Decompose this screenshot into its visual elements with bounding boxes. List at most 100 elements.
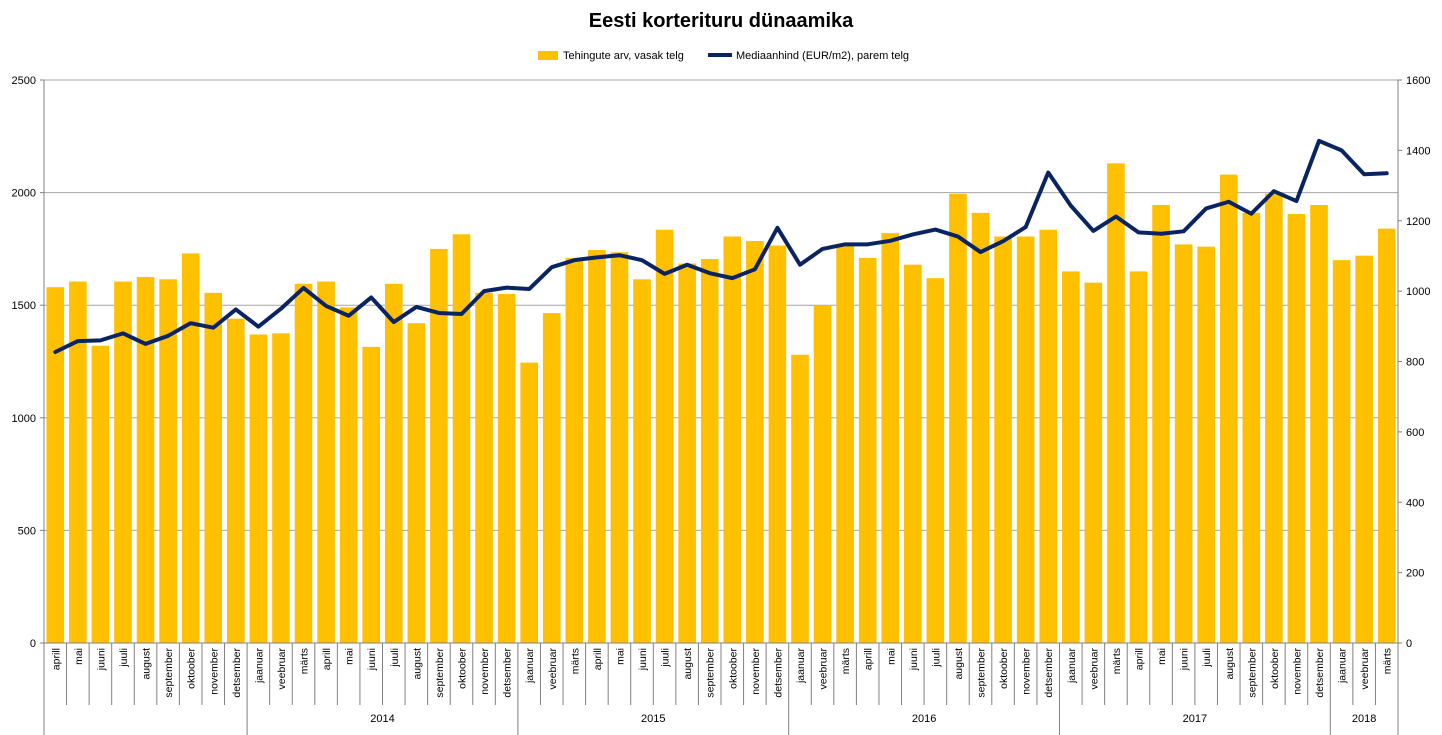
x-category-label: detsember	[772, 647, 784, 697]
x-category-label: mai	[614, 648, 626, 665]
x-category-label: november	[479, 648, 491, 695]
bar	[339, 307, 358, 643]
bar	[227, 318, 245, 643]
y-right-tick-label: 0	[1406, 638, 1412, 650]
year-label: 2018	[1352, 713, 1376, 725]
bar	[497, 293, 516, 643]
legend-bar-swatch	[538, 51, 558, 60]
bar	[384, 283, 403, 643]
bar	[1219, 174, 1238, 644]
bar	[904, 264, 922, 643]
x-category-label: aprill	[863, 648, 875, 670]
x-category-label: märts	[1111, 648, 1123, 674]
x-category-label: juuli	[389, 648, 401, 668]
legend: Tehingute arv, vasak telg Mediaanhind (E…	[538, 50, 909, 62]
x-category-label: detsember	[231, 647, 243, 697]
x-category-label: august	[1224, 648, 1236, 680]
x-category-label: veebruar	[547, 648, 559, 690]
x-category-label: oktoober	[456, 648, 468, 689]
bar	[181, 253, 200, 644]
x-category-label: oktoober	[727, 648, 739, 689]
x-category-label: oktoober	[998, 648, 1010, 689]
y-left-tick-label: 2000	[12, 188, 36, 200]
x-category-label: november	[208, 648, 220, 695]
x-category-label: aprill	[592, 648, 604, 670]
bar	[1061, 271, 1080, 643]
bar-series	[46, 163, 1396, 644]
x-category-label: jaanuar	[1337, 648, 1349, 685]
x-category-label: juuli	[660, 648, 672, 668]
bar	[678, 263, 696, 643]
x-category-label: märts	[299, 648, 311, 674]
x-category-label: november	[1021, 648, 1033, 695]
bar	[249, 334, 268, 643]
bar	[971, 212, 990, 644]
bar	[655, 229, 674, 643]
bar	[1084, 282, 1103, 643]
x-category-label: veebruar	[276, 648, 288, 690]
y-right-tick-label: 200	[1406, 568, 1424, 580]
bar	[836, 245, 854, 643]
bar	[1310, 204, 1328, 643]
x-category-label: juuni	[908, 648, 920, 671]
x-category-label: veebruar	[1088, 648, 1100, 690]
bar	[1197, 246, 1215, 643]
y-right-tick-label: 400	[1406, 497, 1424, 509]
x-category-label: juuli	[930, 648, 942, 668]
bar	[430, 248, 448, 643]
bar	[791, 354, 809, 643]
x-category-label: mai	[344, 648, 356, 665]
x-category-label: september	[976, 647, 988, 697]
x-year-groups: 2014 2015 2016 2017 2018	[43, 705, 1399, 735]
bar	[1039, 229, 1058, 643]
bar	[949, 193, 967, 643]
x-category-label: september	[163, 647, 175, 697]
x-category-label: august	[141, 648, 153, 680]
axes	[40, 79, 1402, 705]
y-left-tick-label: 1000	[12, 413, 36, 425]
y-right-tick-labels: 0 200 400 600 800 1000 1200 1400 1600	[1406, 75, 1430, 650]
bar	[1265, 193, 1283, 643]
bar	[633, 279, 651, 643]
x-category-label: jaanuar	[524, 648, 536, 685]
bar	[452, 234, 471, 643]
x-category-label: jaanuar	[253, 648, 265, 685]
y-right-tick-label: 600	[1406, 427, 1424, 439]
bar	[1107, 163, 1125, 643]
x-category-label: märts	[840, 648, 852, 674]
bar	[520, 362, 538, 643]
bar	[136, 277, 155, 643]
x-category-labels: aprill mai juuni juuli august september oktoob…	[50, 647, 1393, 697]
bar	[114, 281, 132, 643]
x-category-label: detsember	[1314, 647, 1326, 697]
y-left-tick-label: 0	[30, 638, 36, 650]
bar	[475, 292, 493, 643]
bar	[1129, 271, 1148, 643]
bar	[565, 257, 584, 643]
x-category-label: aprill	[50, 648, 62, 670]
x-category-label: märts	[569, 648, 581, 674]
bar	[1174, 244, 1193, 643]
x-category-label: oktoober	[1269, 648, 1281, 689]
bar	[542, 313, 561, 643]
bar	[1152, 204, 1170, 643]
bar	[1287, 213, 1306, 643]
price-line	[53, 138, 1389, 354]
year-label: 2016	[912, 713, 936, 725]
bar	[294, 283, 313, 643]
x-category-label: september	[705, 647, 717, 697]
bar	[1332, 260, 1351, 643]
x-category-label: august	[953, 648, 965, 680]
y-left-tick-label: 2500	[12, 75, 36, 87]
x-category-label: november	[750, 648, 762, 695]
bar	[858, 257, 877, 643]
x-category-label: veebruar	[1359, 648, 1371, 690]
x-category-label: juuni	[637, 648, 649, 671]
y-left-tick-labels: 0 500 1000 1500 2000 2500	[12, 75, 36, 650]
bar	[362, 346, 381, 643]
x-category-label: mai	[885, 648, 897, 665]
legend-line-label: Mediaanhind (EUR/m2), parem telg	[736, 50, 909, 62]
bar	[926, 278, 945, 643]
bar	[204, 292, 223, 643]
